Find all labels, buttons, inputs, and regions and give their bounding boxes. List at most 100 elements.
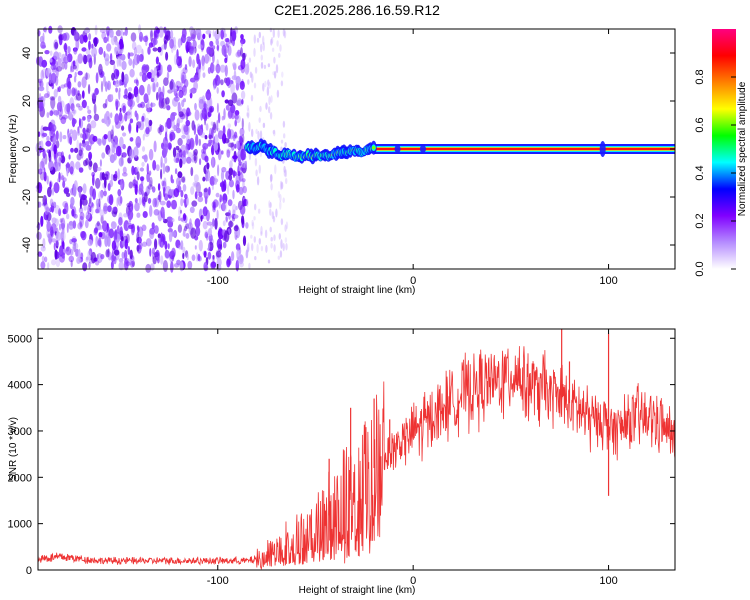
noise-speckle [164,250,170,259]
noise-speckle [131,149,135,159]
noise-speckle [242,185,247,194]
noise-speckle-faint [268,81,271,89]
noise-speckle [87,84,91,95]
noise-speckle [179,158,183,169]
noise-speckle [98,190,104,200]
noise-speckle [182,85,188,96]
noise-speckle [90,140,93,147]
noise-speckle [192,48,196,55]
noise-speckle [171,199,177,210]
noise-speckle [157,183,161,191]
noise-speckle [84,27,91,34]
noise-speckle [128,217,132,223]
noise-speckle [178,216,181,221]
noise-speckle [217,112,221,124]
noise-speckle [167,64,172,73]
noise-speckle [217,243,222,252]
noise-speckle [160,168,163,180]
noise-speckle [148,180,153,188]
noise-speckle [136,54,140,64]
noise-speckle [58,208,62,217]
noise-speckle [194,218,201,228]
noise-speckle [50,64,57,71]
noise-speckle-faint [279,44,282,52]
noise-speckle [209,176,216,186]
noise-speckle [226,149,231,158]
noise-speckle [178,89,184,99]
noise-speckle [157,194,161,201]
noise-speckle [145,36,148,47]
noise-speckle [82,127,86,134]
noise-speckle [127,209,134,221]
noise-speckle [107,82,110,90]
noise-speckle-faint [273,56,276,64]
noise-speckle [90,120,97,129]
noise-speckle [235,51,242,58]
noise-speckle [187,260,193,270]
noise-speckle [95,198,100,208]
noise-speckle [115,87,118,93]
noise-speckle [72,242,79,250]
noise-speckle [107,30,110,42]
spectrogram-y-tick-label: 40 [21,47,33,59]
noise-speckle [48,149,51,158]
noise-speckle [185,119,191,127]
noise-speckle [149,227,156,235]
noise-speckle-faint [248,57,252,63]
noise-speckle [195,226,201,237]
noise-speckle [88,151,93,161]
noise-speckle [86,54,93,63]
colorbar-ticks: 0.0 0.2 0.4 0.6 0.8 [694,69,736,277]
noise-speckle [180,69,183,79]
noise-speckle-faint [262,82,265,92]
noise-speckle [70,65,73,73]
colorbar-label: Normalized spectral amplitude [737,81,748,216]
noise-speckle [164,250,171,260]
noise-speckle [138,120,145,131]
noise-speckle [169,133,173,142]
noise-speckle [75,134,78,140]
noise-speckle [83,159,88,167]
noise-speckle [212,30,215,37]
noise-speckle [227,99,234,107]
noise-speckle [228,174,233,181]
noise-speckle [67,81,72,89]
noise-speckle-faint [280,139,284,144]
noise-speckle [222,193,228,204]
noise-speckle [115,69,120,77]
noise-speckle [189,45,194,51]
noise-speckle-faint [251,243,254,252]
noise-speckle [51,259,57,266]
noise-speckle [151,186,156,193]
noise-speckle [198,138,201,147]
noise-speckle [134,184,138,196]
noise-speckle [42,148,46,159]
noise-speckle [103,36,108,44]
noise-speckle [232,203,237,213]
noise-speckle [110,173,114,181]
noise-speckle [91,92,97,100]
noise-speckle [217,164,220,177]
noise-speckle [222,241,227,249]
noise-speckle [131,41,137,51]
noise-speckle [193,182,200,187]
noise-speckle [43,167,46,178]
noise-speckle [216,44,219,51]
noise-speckle-faint [269,226,272,233]
noise-speckle [44,50,50,55]
noise-speckle [61,175,65,181]
noise-speckle [164,34,169,40]
noise-speckle [55,140,60,149]
noise-speckle [148,148,154,161]
noise-speckle [235,205,238,211]
spectrogram-carrier-band [244,138,675,165]
noise-speckle [78,149,83,157]
noise-speckle-faint [257,130,260,140]
noise-speckle [102,103,107,109]
snr-x-tick-label: 0 [410,575,416,587]
noise-speckle [136,231,140,243]
noise-speckle [78,117,81,128]
noise-speckle [169,250,175,260]
noise-speckle-faint [246,247,250,253]
noise-speckle [121,251,125,259]
